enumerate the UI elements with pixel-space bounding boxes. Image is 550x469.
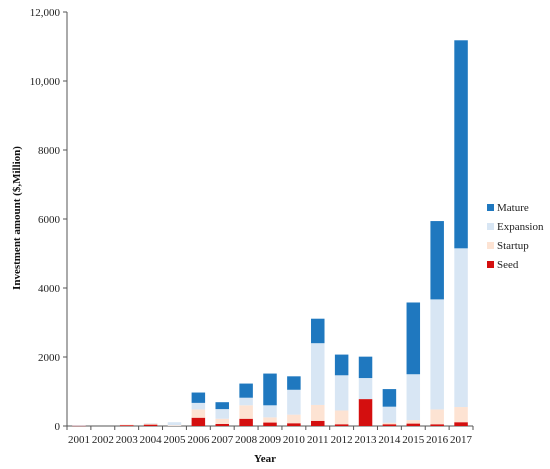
bar-segment-mature [215,402,229,410]
x-tick-label: 2009 [259,434,282,446]
x-tick-label: 2015 [402,434,425,446]
y-axis-title: Investment amount ($,Million) [11,146,23,290]
bar-segment-mature [430,221,444,300]
bar-segment-mature [311,318,325,344]
bar-segment-startup [430,409,444,425]
bar-segment-startup [215,418,229,424]
legend-label: Seed [497,259,519,271]
bar-segment-mature [334,354,349,376]
bar-segment-mature [382,389,397,407]
bar-segment-startup [311,404,325,421]
bar-segment-expansion [358,378,373,400]
bar-segment-expansion [430,299,444,410]
x-tick-label: 2016 [426,434,449,446]
bar-segment-mature [358,356,373,379]
bar-segment-startup [454,407,468,423]
bar-segment-startup [239,405,253,419]
legend-label: Startup [497,240,529,252]
y-tick-label: 2000 [38,352,61,364]
bar-segment-expansion [334,375,349,411]
y-axis-ticks: 0 2000 4000 6000 8000 10,000 12,000 [30,7,67,433]
y-tick-label: 0 [55,421,61,433]
x-tick-label: 2007 [211,434,234,446]
bar-segment-startup [191,409,206,418]
bar-segment-seed [382,424,397,426]
bar-segment-seed [215,423,229,426]
bar-segment-startup [119,424,134,426]
bar-segment-mature [287,376,301,390]
x-tick-label: 2003 [116,434,139,446]
bar-segment-startup [287,414,301,424]
x-tick-label: 2011 [307,434,329,446]
bar-segment-seed [143,424,158,426]
x-tick-label: 2014 [378,434,401,446]
y-tick-label: 12,000 [30,7,61,19]
bar-segment-seed [334,424,349,426]
bar-segment-expansion [263,405,277,418]
legend-swatch [487,242,494,249]
bar-segment-mature [239,383,253,398]
x-tick-label: 2006 [187,434,210,446]
y-tick-label: 4000 [38,283,61,295]
x-tick-label: 2013 [355,434,378,446]
x-tick-label: 2005 [163,434,186,446]
bar-segment-seed [311,420,325,426]
bar-segment-seed [239,418,253,426]
bar-segment-mature [406,302,421,375]
legend: Mature Expansion Startup Seed [487,202,544,271]
bar-segment-mature [191,392,206,403]
x-tick-label: 2001 [68,434,90,446]
bar-segment-seed [72,425,86,427]
legend-swatch [487,204,494,211]
y-tick-label: 6000 [38,214,61,226]
x-tick-label: 2004 [140,434,163,446]
bar-segment-seed [263,422,277,426]
bar-segment-expansion [311,343,325,405]
bar-segment-startup [167,425,182,426]
x-axis-title: Year [254,453,276,465]
bar-segment-expansion [167,422,182,426]
bar-segment-seed [287,423,301,426]
bar-segment-startup [263,417,277,423]
legend-label: Expansion [497,221,544,233]
bar-segment-seed [406,423,421,426]
legend-swatch [487,223,494,230]
bar-segment-expansion [191,402,206,410]
legend-swatch [487,261,494,268]
bar-segment-startup [334,410,349,425]
bar-segment-expansion [72,425,86,426]
bar-segment-expansion [239,397,253,406]
bar-segment-expansion [454,248,468,408]
x-axis-ticks: 2001 2002 2003 2004 2005 2006 2007 2008 2009 2010… [66,426,474,446]
y-tick-label: 10,000 [30,76,61,88]
x-tick-label: 2017 [450,434,473,446]
bar-segment-seed [454,422,468,426]
bar-segment-mature [454,40,468,249]
x-tick-label: 2002 [92,434,114,446]
bar-segment-startup [406,420,421,424]
bar-segment-expansion [143,423,158,424]
bars [72,40,468,427]
x-tick-label: 2012 [331,434,353,446]
bar-segment-startup [382,422,397,425]
bar-segment-expansion [382,406,397,423]
bar-segment-expansion [406,374,421,421]
bar-segment-expansion [215,409,229,419]
bar-segment-expansion [287,389,301,415]
y-tick-label: 8000 [38,145,61,157]
bar-segment-mature [263,373,277,406]
bar-segment-seed [430,424,444,426]
x-tick-label: 2008 [235,434,258,446]
bar-segment-startup [143,423,158,425]
legend-label: Mature [497,202,529,214]
bar-segment-seed [191,417,206,426]
x-tick-label: 2010 [283,434,306,446]
bar-segment-seed [358,399,373,426]
bar-segment-seed [119,424,134,426]
